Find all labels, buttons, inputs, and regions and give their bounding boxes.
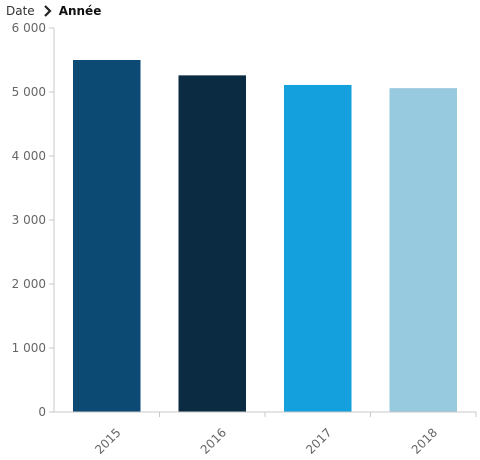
y-tick-label: 1 000 <box>12 341 46 355</box>
bar-2015[interactable] <box>72 60 141 412</box>
breadcrumb: Date Année <box>6 2 101 20</box>
y-axis: 0 1 000 2 000 3 000 4 000 5 000 6 000 <box>12 21 55 419</box>
bar-2017[interactable] <box>283 84 352 413</box>
x-tick-label: 2015 <box>92 425 123 456</box>
y-tick-label: 4 000 <box>12 149 46 163</box>
y-tick-label: 0 <box>38 405 46 419</box>
x-tick-label: 2016 <box>198 425 229 456</box>
y-tick-label: 2 000 <box>12 277 46 291</box>
chevron-right-icon <box>43 5 52 17</box>
y-tick-label: 6 000 <box>12 21 46 35</box>
breadcrumb-date-link[interactable]: Date <box>6 4 35 18</box>
x-tick-label: 2017 <box>303 425 334 456</box>
x-tick-label: 2018 <box>409 425 440 456</box>
bars <box>72 60 458 413</box>
bar-2018[interactable] <box>389 88 458 412</box>
y-tick-label: 3 000 <box>12 213 46 227</box>
bar-2016[interactable] <box>178 75 247 413</box>
y-tick-label: 5 000 <box>12 85 46 99</box>
x-axis: 2015 2016 2017 2018 <box>54 411 477 457</box>
breadcrumb-current-year: Année <box>58 4 102 18</box>
